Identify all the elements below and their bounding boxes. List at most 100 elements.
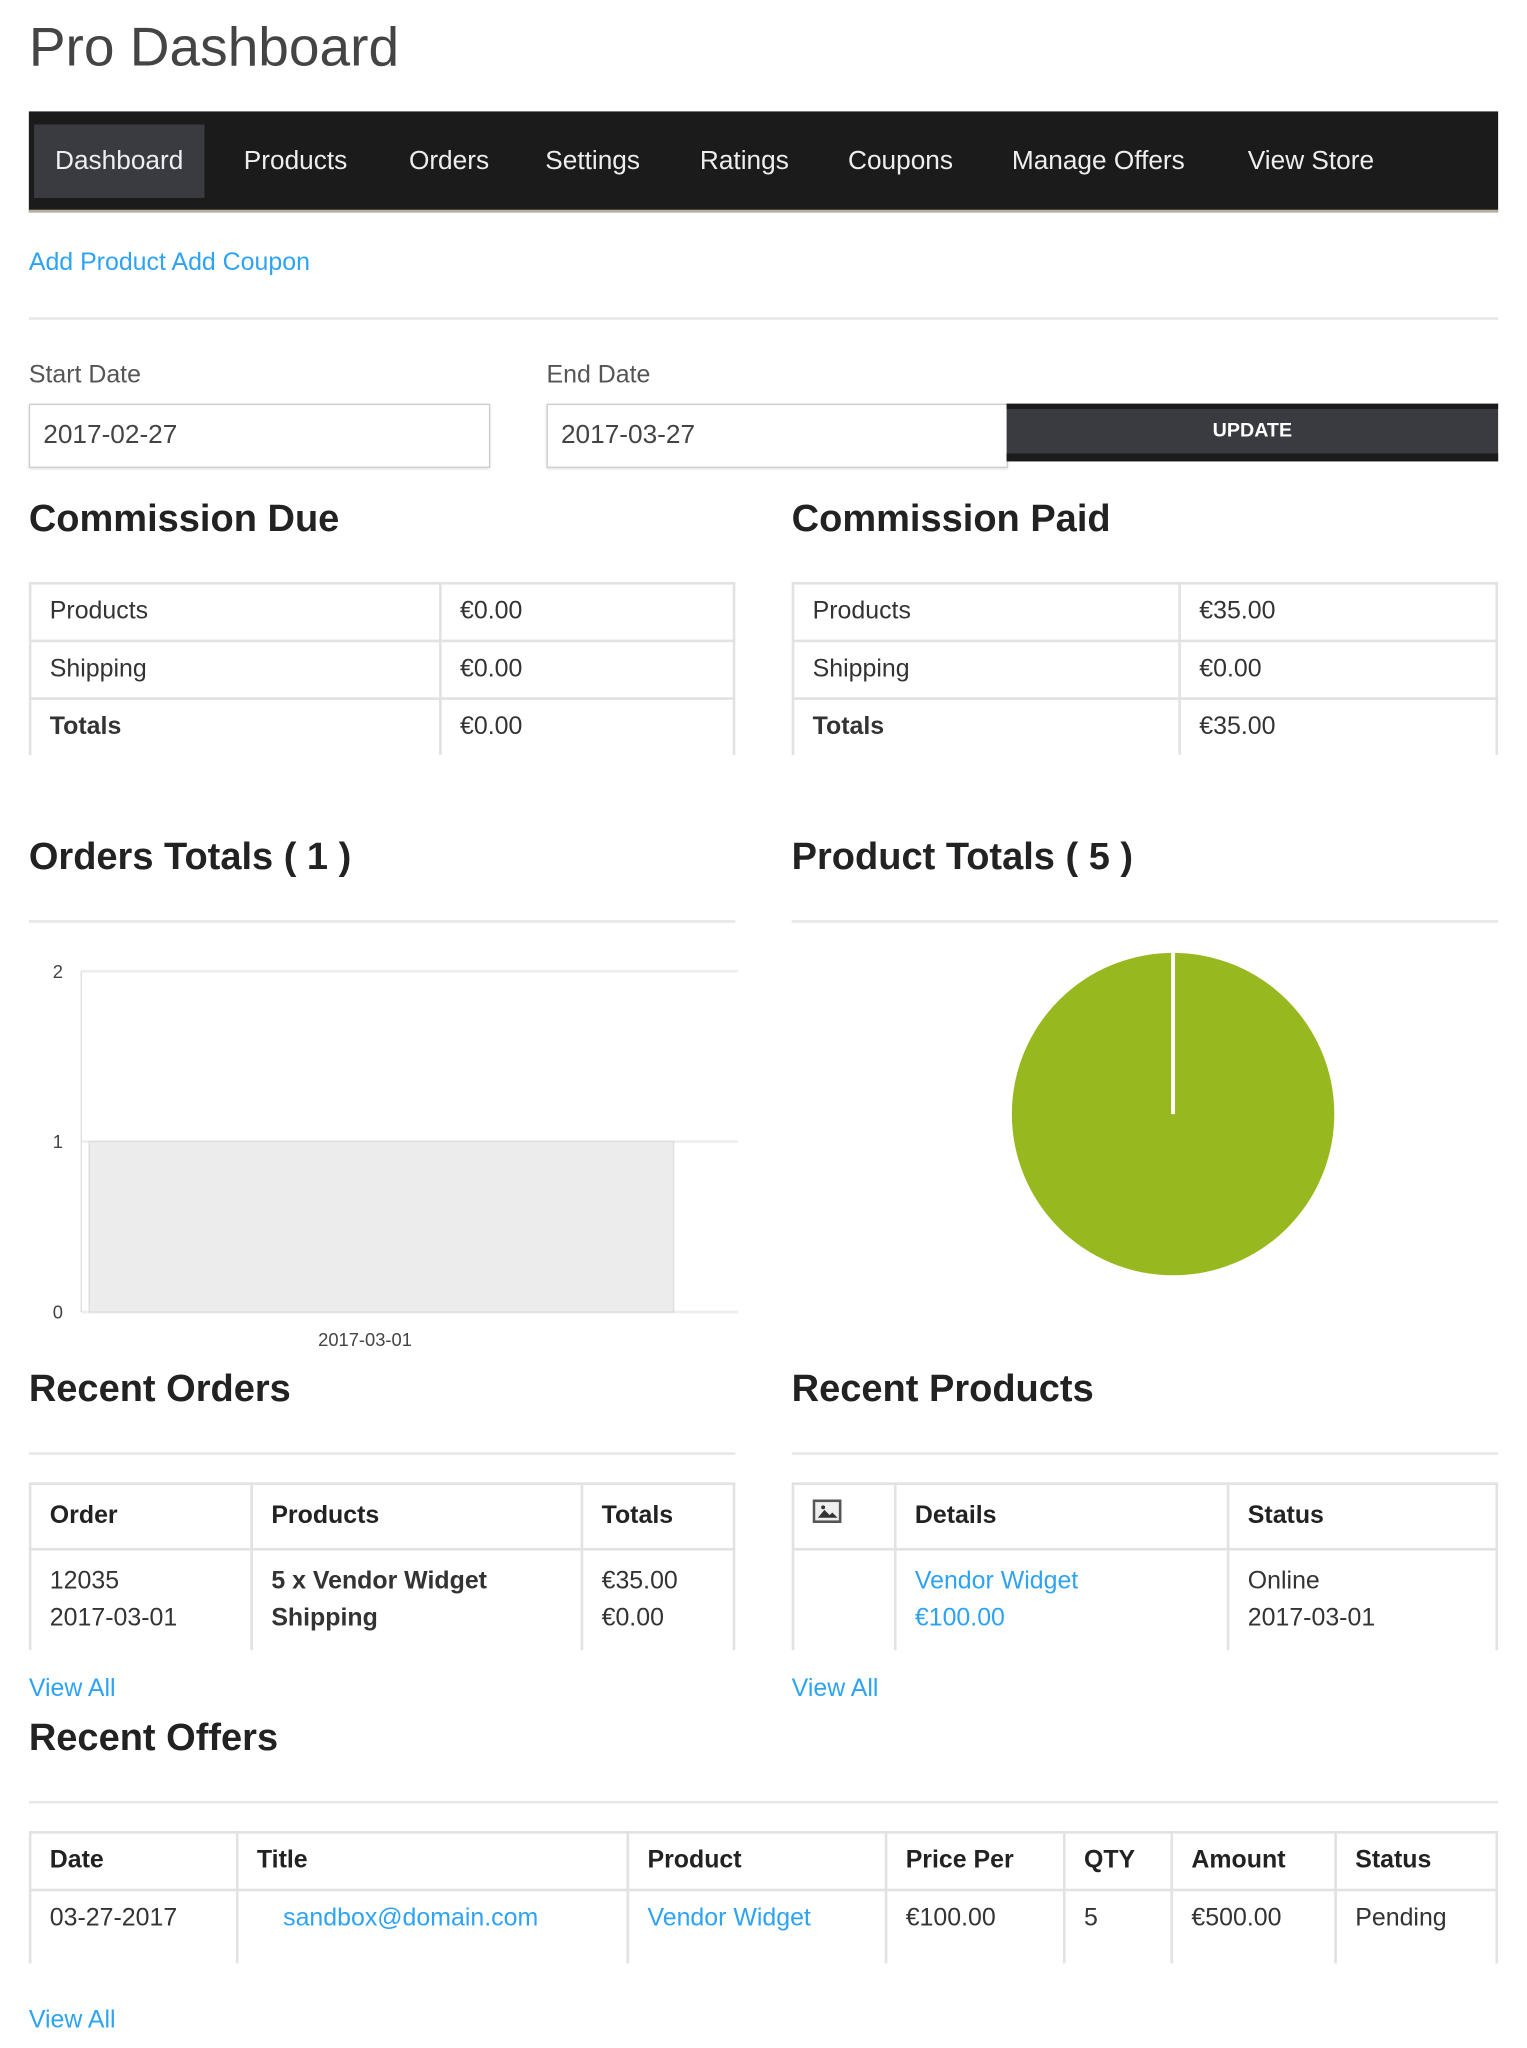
offer-status: Pending (1334, 1888, 1499, 1964)
products-view-all-link[interactable]: View All (791, 1675, 879, 1703)
product-date: 2017-03-01 (1247, 1604, 1376, 1632)
shipping-total: €0.00 (601, 1604, 664, 1632)
nav-orders[interactable]: Orders (408, 146, 490, 176)
x-tick-label: 2017-03-01 (318, 1329, 412, 1350)
cell: €0.00 (439, 639, 736, 700)
cell: €0.00 (1178, 639, 1499, 700)
cell: Totals (28, 697, 442, 755)
column-header: Title (235, 1831, 630, 1892)
table-header: Date Title Product Price Per QTY Amount … (28, 1831, 1499, 1892)
cell: Products (28, 581, 442, 643)
orders-totals-heading: Orders Totals ( 1 ) (28, 836, 352, 879)
table-row: Products €0.00 (28, 581, 736, 643)
column-header: Amount (1170, 1831, 1337, 1892)
add-product-link[interactable]: Add Product (28, 249, 166, 277)
table-header: Order Products Totals (28, 1482, 736, 1551)
offer-date: 03-27-2017 (28, 1888, 239, 1964)
start-date-label: Start Date (28, 361, 141, 390)
order-total: €35.00 (601, 1567, 678, 1596)
cell: Shipping (28, 639, 442, 700)
table-row: Totals €35.00 (791, 697, 1499, 755)
page-title: Pro Dashboard (28, 15, 400, 78)
recent-offers-table: Date Title Product Price Per QTY Amount … (28, 1831, 1499, 1964)
add-coupon-link[interactable]: Add Coupon (171, 249, 310, 277)
offers-view-all-link[interactable]: View All (28, 2006, 116, 2035)
column-header: Product (626, 1831, 888, 1892)
product-pie-chart (1011, 952, 1335, 1276)
recent-offers-heading: Recent Offers (28, 1717, 279, 1759)
cell: Shipping (791, 639, 1181, 700)
cell: Products (791, 581, 1181, 643)
table-row: Products €35.00 (791, 581, 1499, 643)
image-icon (812, 1499, 842, 1524)
table-header: Details Status (791, 1482, 1499, 1551)
column-header: QTY (1062, 1831, 1174, 1892)
end-date-label: End Date (546, 361, 651, 390)
update-button[interactable]: UPDATE (1006, 403, 1499, 462)
end-date-input[interactable]: 2017-03-27 (546, 403, 1008, 468)
nav-coupons[interactable]: Coupons (848, 146, 953, 176)
column-header: Status (1226, 1482, 1499, 1551)
cell: €0.00 (439, 697, 736, 755)
table-row: Vendor Widget €100.00 Online 2017-03-01 (791, 1547, 1499, 1651)
offer-price: €100.00 (884, 1888, 1066, 1964)
cell: €35.00 (1178, 581, 1499, 643)
nav-view-store[interactable]: View Store (1247, 146, 1375, 176)
recent-products-table: Details Status Vendor Widget €100.00 Onlin… (791, 1482, 1499, 1651)
table-row: Shipping €0.00 (28, 639, 736, 700)
nav-ratings[interactable]: Ratings (699, 146, 789, 176)
product-price-link[interactable]: €100.00 (914, 1604, 1005, 1632)
table-row: Shipping €0.00 (791, 639, 1499, 700)
recent-orders-table: Order Products Totals 12035 2017-03-01 5 x … (28, 1482, 736, 1651)
product-totals-heading: Product Totals ( 5 ) (791, 836, 1134, 879)
orders-bar-chart: 0 1 2 2017-03-01 (53, 961, 738, 1350)
start-date-input[interactable]: 2017-02-27 (28, 403, 491, 468)
y-tick-label: 1 (53, 1131, 63, 1152)
main-nav: Dashboard Products Orders Settings Ratin… (28, 111, 1499, 213)
column-header: Status (1334, 1831, 1499, 1892)
order-product: 5 x Vendor Widget (271, 1567, 487, 1596)
commission-due-table: Products €0.00 Shipping €0.00 Totals €0.00 (28, 581, 736, 755)
offer-amount: €500.00 (1170, 1888, 1337, 1964)
divider (28, 920, 736, 923)
offer-product-link[interactable]: Vendor Widget (647, 1904, 811, 1932)
cell: €0.00 (439, 581, 736, 643)
y-tick-label: 2 (53, 961, 63, 982)
divider (791, 1452, 1499, 1455)
recent-orders-heading: Recent Orders (28, 1368, 291, 1411)
product-link[interactable]: Vendor Widget (914, 1567, 1079, 1596)
table-row: 03-27-2017 sandbox@domain.com Vendor Wid… (28, 1888, 1499, 1964)
nav-settings[interactable]: Settings (545, 146, 640, 176)
column-header: Date (28, 1831, 239, 1892)
order-shipping: Shipping (271, 1604, 378, 1632)
commission-due-heading: Commission Due (28, 498, 340, 541)
nav-manage-offers[interactable]: Manage Offers (1011, 146, 1185, 176)
product-status: Online (1247, 1567, 1320, 1596)
divider (791, 920, 1499, 923)
column-header: Price Per (884, 1831, 1066, 1892)
column-header: Totals (580, 1482, 736, 1551)
nav-products[interactable]: Products (243, 146, 348, 176)
bar (88, 1140, 675, 1313)
column-header: Details (893, 1482, 1230, 1551)
column-header: Order (28, 1482, 253, 1551)
commission-paid-heading: Commission Paid (791, 498, 1111, 541)
divider (28, 1452, 736, 1455)
column-header: Products (250, 1482, 584, 1551)
divider (28, 1800, 1499, 1804)
nav-dashboard[interactable]: Dashboard (34, 124, 205, 198)
order-date: 2017-03-01 (49, 1604, 178, 1632)
pie-slice (1011, 952, 1335, 1276)
offer-qty: 5 (1062, 1888, 1174, 1964)
image-column-header (791, 1482, 897, 1551)
cell: €35.00 (1178, 697, 1499, 755)
offer-email-link[interactable]: sandbox@domain.com (283, 1904, 539, 1932)
y-tick-label: 0 (53, 1302, 63, 1323)
table-row: 12035 2017-03-01 5 x Vendor Widget Shippin… (28, 1547, 736, 1651)
order-number: 12035 (49, 1567, 120, 1596)
orders-view-all-link[interactable]: View All (28, 1675, 116, 1703)
recent-products-heading: Recent Products (791, 1368, 1094, 1411)
cell: Totals (791, 697, 1181, 755)
commission-paid-table: Products €35.00 Shipping €0.00 Totals €35.0… (791, 581, 1499, 755)
divider (28, 317, 1499, 320)
